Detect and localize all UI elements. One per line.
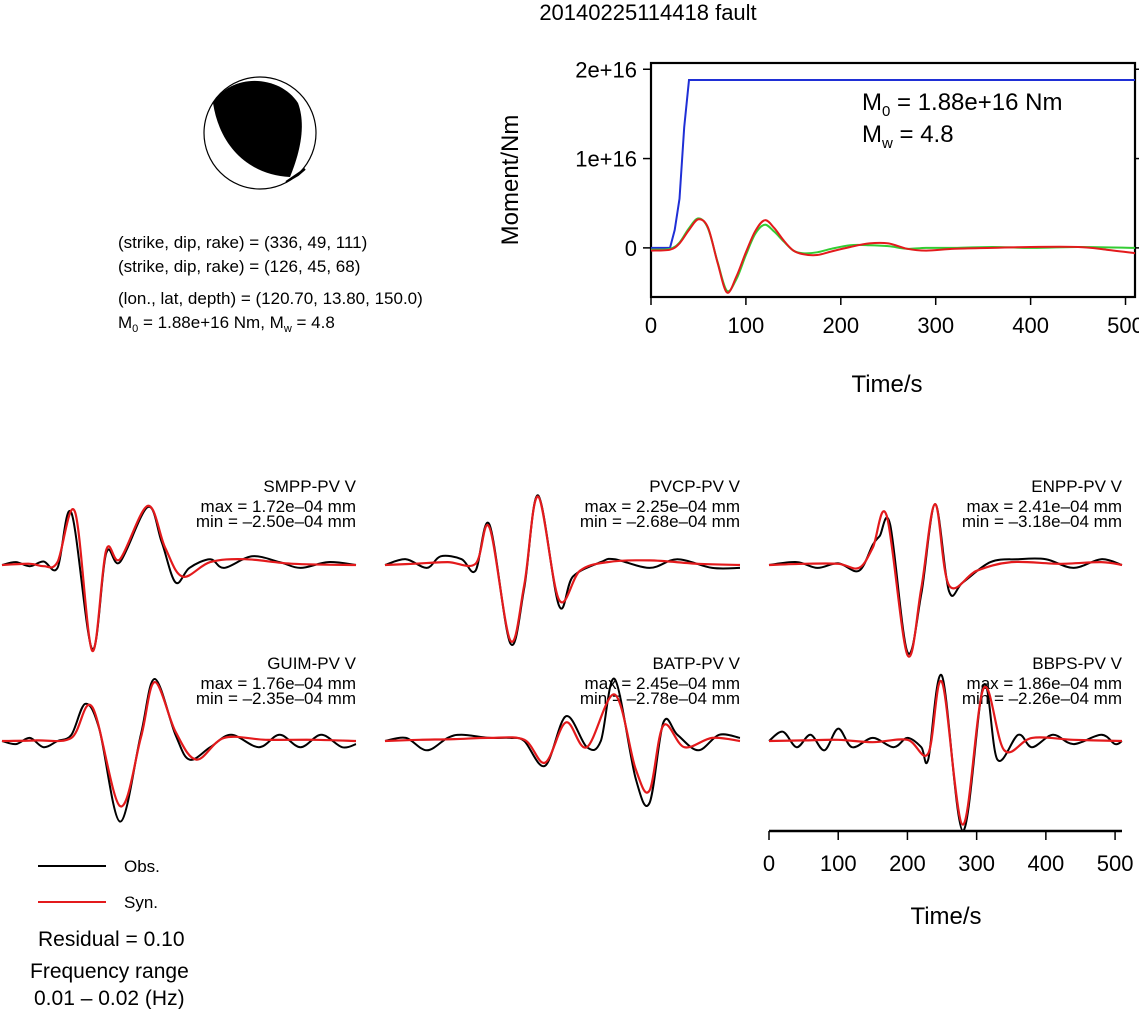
waveform-xtick-label: 300 bbox=[958, 851, 995, 876]
station-name: BATP-PV V bbox=[652, 654, 740, 673]
synthetic-trace bbox=[1, 504, 357, 652]
moment-xtick-label: 400 bbox=[1012, 313, 1049, 338]
station-name: PVCP-PV V bbox=[649, 477, 740, 496]
moment-plot-frame bbox=[649, 61, 1137, 299]
beachball bbox=[203, 76, 317, 190]
waveform-xlabel: Time/s bbox=[910, 903, 981, 930]
frequency-range-value: 0.01 – 0.02 (Hz) bbox=[34, 987, 185, 1009]
beachball-compressional-quadrant bbox=[213, 80, 302, 177]
waveform-xtick-label: 200 bbox=[889, 851, 926, 876]
moment-series-group bbox=[650, 79, 1136, 294]
moment-ytick-label: 2e+16 bbox=[575, 57, 637, 82]
moment-axes: 0 100 200 300 400 500 0 1e+16 2e+16 bbox=[575, 57, 1139, 338]
moment-chart: 0 100 200 300 400 500 0 1e+16 2e+16 Moment/Nm Ti… bbox=[497, 57, 1139, 398]
waveform-xtick-label: 500 bbox=[1097, 851, 1134, 876]
observed-trace bbox=[384, 677, 741, 807]
observed-trace bbox=[1, 677, 357, 823]
moment-series-green bbox=[650, 217, 1136, 293]
station-max: max = 2.45e–04 mm bbox=[585, 674, 740, 693]
mechanism-magnitude: M0 = 1.88e+16 Nm, Mw = 4.8 bbox=[118, 313, 335, 335]
figure-title: 20140225114418 fault bbox=[539, 0, 756, 25]
station-max: max = 1.76e–04 mm bbox=[201, 674, 356, 693]
station-min: min = –2.26e–04 mm bbox=[962, 689, 1122, 708]
moment-xtick-label: 200 bbox=[822, 313, 859, 338]
station-name: SMPP-PV V bbox=[263, 477, 356, 496]
waveform-xtick-label: 0 bbox=[763, 851, 775, 876]
legend-syn-label: Syn. bbox=[124, 893, 158, 912]
observed-trace bbox=[1, 505, 357, 651]
frequency-range-label: Frequency range bbox=[30, 960, 189, 983]
legend: Obs. Syn. bbox=[38, 857, 160, 912]
station-max: max = 2.25e–04 mm bbox=[585, 497, 740, 516]
synthetic-trace bbox=[384, 495, 741, 643]
moment-annotation-mw: Mw = 4.8 bbox=[862, 121, 954, 152]
station-name: GUIM-PV V bbox=[267, 654, 356, 673]
moment-series-red bbox=[650, 218, 1136, 294]
mechanism-line-2: (strike, dip, rake) = (126, 45, 68) bbox=[118, 257, 360, 276]
station-max: max = 1.72e–04 mm bbox=[201, 497, 356, 516]
synthetic-trace bbox=[768, 502, 1123, 658]
synthetic-trace bbox=[768, 679, 1123, 826]
synthetic-trace bbox=[384, 693, 741, 794]
moment-xtick-label: 0 bbox=[645, 313, 657, 338]
legend-obs-label: Obs. bbox=[124, 857, 160, 876]
station-max: max = 2.41e–04 mm bbox=[967, 497, 1122, 516]
station-min: min = –3.18e–04 mm bbox=[962, 512, 1122, 531]
moment-ylabel: Moment/Nm bbox=[497, 115, 524, 246]
waveform-xtick-label: 100 bbox=[820, 851, 857, 876]
mechanism-line-1: (strike, dip, rake) = (336, 49, 111) bbox=[118, 233, 367, 252]
moment-annotation-m0: M0 = 1.88e+16 Nm bbox=[862, 89, 1062, 120]
station-min: min = –2.50e–04 mm bbox=[196, 512, 356, 531]
moment-xtick-label: 500 bbox=[1107, 313, 1139, 338]
moment-xlabel: Time/s bbox=[851, 371, 922, 398]
station-min: min = –2.78e–04 mm bbox=[580, 689, 740, 708]
station-name: BBPS-PV V bbox=[1032, 654, 1122, 673]
moment-ytick-label: 1e+16 bbox=[575, 147, 637, 172]
synthetic-trace bbox=[1, 680, 357, 808]
station-min: min = –2.35e–04 mm bbox=[196, 689, 356, 708]
moment-xtick-label: 100 bbox=[728, 313, 765, 338]
residual-text: Residual = 0.10 bbox=[38, 928, 185, 951]
mechanism-location: (lon., lat, depth) = (120.70, 13.80, 150… bbox=[118, 289, 423, 308]
moment-xtick-label: 300 bbox=[917, 313, 954, 338]
station-name: ENPP-PV V bbox=[1031, 477, 1122, 496]
waveform-xtick-label: 400 bbox=[1028, 851, 1065, 876]
waveform-time-axis: 0 100 200 300 400 500 bbox=[763, 829, 1134, 876]
station-max: max = 1.86e–04 mm bbox=[967, 674, 1122, 693]
beachball-small-quadrant bbox=[285, 168, 306, 183]
station-min: min = –2.68e–04 mm bbox=[580, 512, 740, 531]
moment-ytick-label: 0 bbox=[625, 236, 637, 261]
